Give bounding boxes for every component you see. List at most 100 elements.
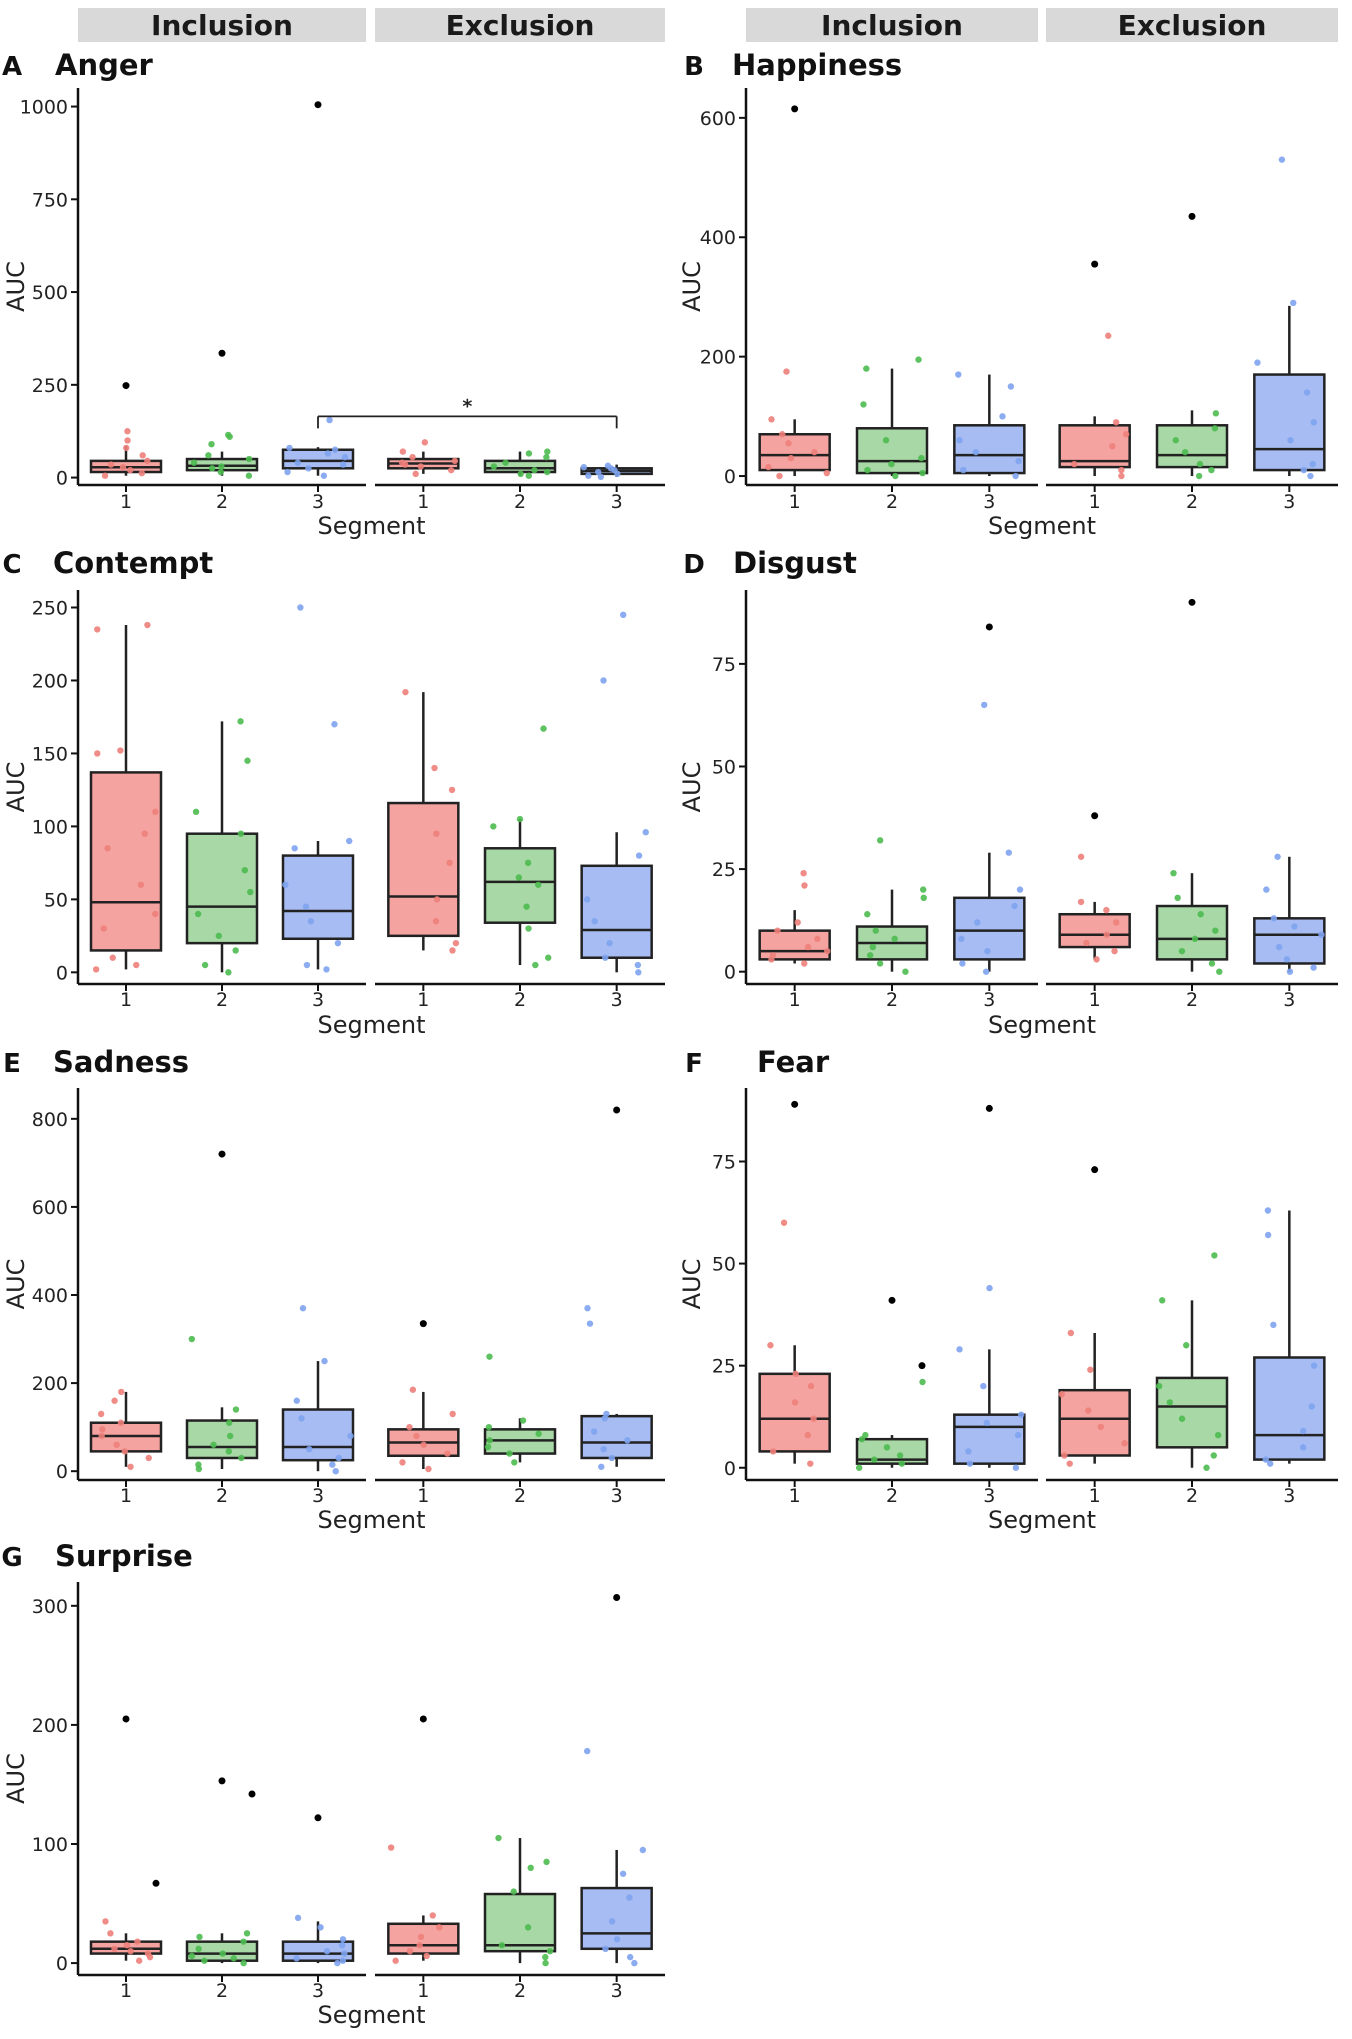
- data-point: [542, 1953, 549, 1961]
- data-point: [1105, 332, 1112, 339]
- data-point: [215, 932, 223, 940]
- data-point: [525, 925, 532, 932]
- panel-title: Disgust: [733, 546, 857, 580]
- data-point: [1310, 964, 1317, 971]
- data-point: [583, 1747, 591, 1755]
- data-point: [1109, 442, 1116, 450]
- data-point: [1278, 156, 1286, 163]
- data-point: [1111, 947, 1118, 955]
- data-point: [791, 1399, 799, 1406]
- data-point: [955, 371, 962, 378]
- data-point: [1087, 1366, 1094, 1373]
- data-point: [810, 1415, 817, 1422]
- box-exclusion-segment-2: [1155, 212, 1229, 480]
- panel-title: Happiness: [732, 48, 902, 82]
- outlier-point: [218, 1777, 226, 1785]
- data-point: [768, 416, 775, 423]
- data-point: [208, 465, 216, 472]
- data-point: [297, 604, 304, 611]
- data-point: [542, 1959, 549, 1967]
- data-point: [779, 431, 786, 438]
- data-point: [291, 845, 298, 852]
- data-point: [1067, 1329, 1075, 1337]
- data-point: [1159, 1297, 1166, 1304]
- box-exclusion-segment-1: [387, 1715, 460, 1964]
- box-body: [281, 1940, 355, 1962]
- data-point: [639, 1846, 647, 1854]
- y-tick-label: 75: [712, 1152, 736, 1174]
- y-tick-label: 50: [712, 756, 736, 778]
- data-point: [1211, 425, 1219, 432]
- box-inclusion-segment-1: [758, 105, 831, 480]
- box-exclusion-segment-3: [580, 611, 653, 976]
- box-exclusion-segment-1: [387, 439, 460, 478]
- data-point: [966, 1460, 974, 1467]
- data-point: [1262, 1456, 1270, 1463]
- x-tick-label: 3: [611, 491, 623, 513]
- data-point: [787, 454, 795, 462]
- data-point: [871, 1456, 878, 1463]
- data-point: [141, 830, 148, 837]
- y-tick-label: 25: [712, 859, 736, 881]
- data-point: [1195, 472, 1203, 480]
- data-point: [888, 460, 895, 468]
- data-point: [866, 952, 874, 959]
- data-point: [1303, 389, 1311, 396]
- data-point: [240, 1959, 247, 1967]
- data-point: [423, 1952, 430, 1960]
- data-point: [294, 1914, 302, 1922]
- data-point: [138, 469, 146, 477]
- y-tick-label: 250: [32, 598, 68, 620]
- data-point: [448, 466, 455, 474]
- data-point: [544, 448, 551, 455]
- data-point: [339, 1957, 347, 1964]
- data-point: [486, 1353, 493, 1360]
- data-point: [1197, 911, 1204, 918]
- data-point: [1263, 886, 1270, 893]
- outlier-point: [122, 1715, 130, 1723]
- box-inclusion-segment-2: [185, 1150, 259, 1473]
- box-exclusion-segment-3: [580, 1593, 653, 1967]
- data-point: [1121, 1440, 1128, 1447]
- outlier-point: [1091, 260, 1099, 268]
- data-point: [137, 881, 145, 888]
- data-point: [1214, 1431, 1222, 1439]
- outlier-point: [122, 382, 130, 390]
- data-point: [619, 611, 627, 619]
- box-inclusion-segment-3: [281, 1814, 355, 1967]
- data-point: [433, 896, 441, 903]
- x-axis-title: Segment: [318, 1011, 426, 1039]
- data-point: [515, 874, 523, 881]
- data-point: [535, 881, 542, 888]
- data-point: [399, 448, 407, 455]
- y-tick-label: 1000: [20, 97, 68, 119]
- data-point: [144, 1950, 152, 1957]
- data-point: [323, 966, 330, 973]
- data-point: [1061, 1452, 1068, 1459]
- box-inclusion-segment-2: [185, 349, 259, 479]
- data-point: [346, 837, 353, 845]
- data-point: [1318, 931, 1325, 938]
- data-point: [524, 859, 532, 867]
- data-point: [100, 925, 107, 932]
- data-point: [986, 1284, 993, 1292]
- box-body: [483, 847, 557, 924]
- data-point: [425, 1465, 432, 1473]
- data-point: [1270, 1321, 1277, 1329]
- box-body: [1155, 424, 1229, 469]
- data-point: [1275, 943, 1283, 951]
- y-tick-label: 750: [32, 189, 68, 211]
- data-point: [339, 1936, 347, 1943]
- data-point: [583, 896, 591, 903]
- data-point: [1071, 460, 1078, 468]
- data-point: [1183, 1342, 1190, 1349]
- panel-title: Sadness: [53, 1045, 189, 1079]
- data-point: [113, 1441, 120, 1448]
- data-point: [446, 859, 453, 867]
- data-point: [392, 1957, 399, 1964]
- data-point: [1212, 410, 1220, 417]
- strip-left-exclusion: Exclusion: [446, 9, 595, 42]
- box-inclusion-segment-1: [89, 382, 163, 479]
- data-point: [608, 1454, 615, 1462]
